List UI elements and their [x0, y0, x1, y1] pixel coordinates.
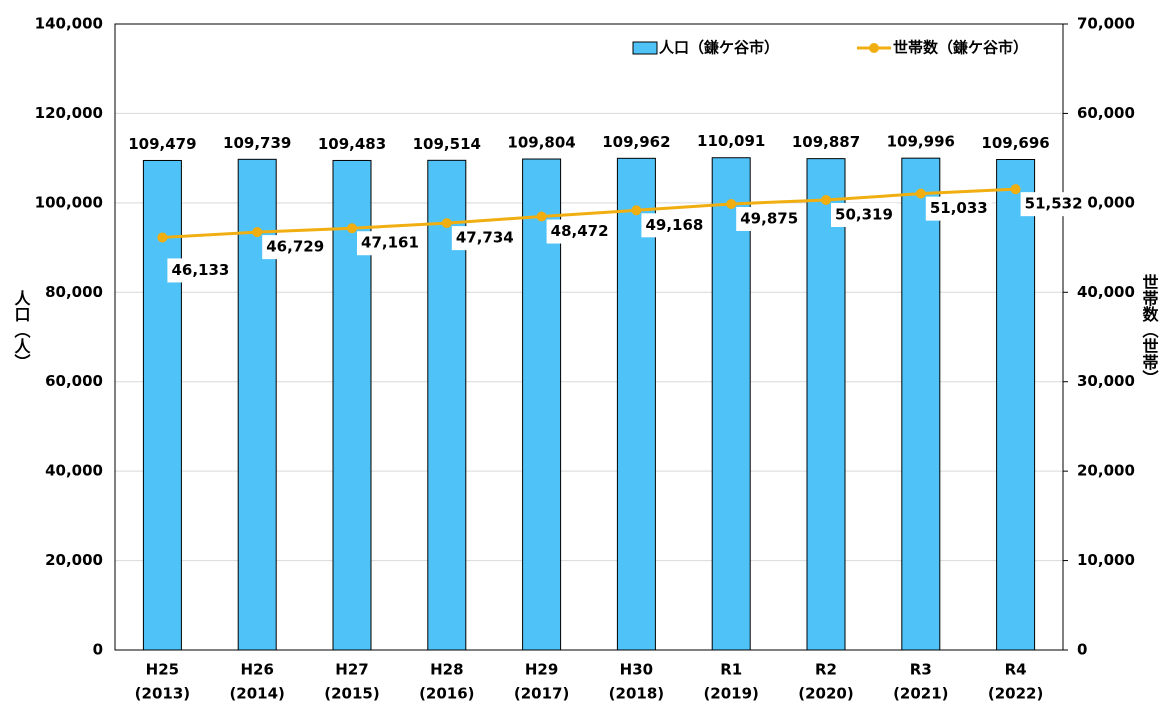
y2-tick-label: 50,000	[1077, 193, 1135, 211]
bar	[901, 157, 941, 651]
y2-axis-label: 世帯数（世帯）	[1140, 274, 1159, 386]
legend-label: 世帯数（鎌ケ谷市）	[893, 39, 1028, 57]
line-marker	[821, 195, 831, 206]
label-bg	[1020, 192, 1087, 217]
line-value-label: 46,133	[171, 261, 229, 279]
line-marker	[441, 218, 452, 229]
bar	[711, 157, 751, 651]
x-tick-label: (2022)	[988, 685, 1043, 703]
bar	[806, 158, 846, 651]
y-tick-label: 140,000	[35, 15, 103, 33]
bar-value-label: 109,483	[318, 135, 386, 153]
x-tick-label: H25	[146, 661, 179, 679]
y2-tick-label: 30,000	[1077, 372, 1135, 390]
line-marker	[726, 198, 737, 209]
label-bg	[167, 258, 234, 283]
y2-tick-label: 20,000	[1077, 462, 1135, 480]
legend-label: 人口（鎌ケ谷市）	[659, 39, 779, 57]
legend-marker	[869, 43, 879, 53]
x-tick-label: (2021)	[893, 685, 948, 703]
label-bg	[925, 196, 992, 221]
label-bg	[451, 226, 518, 251]
x-tick-label: R2	[815, 661, 837, 679]
line-marker	[252, 227, 263, 238]
bar-value-label: 109,696	[981, 134, 1049, 152]
y-tick-label: 60,000	[45, 372, 103, 390]
x-tick-label: (2015)	[324, 685, 379, 703]
y2-tick-label: 40,000	[1077, 283, 1135, 301]
x-tick-label: (2018)	[609, 685, 664, 703]
y-tick-label: 20,000	[45, 551, 103, 569]
line-value-label: 51,033	[930, 199, 988, 217]
bar-value-label: 109,962	[602, 133, 670, 151]
x-tick-label: H27	[335, 661, 368, 679]
bar-value-label: 109,739	[223, 134, 291, 152]
bar-value-label: 109,996	[887, 133, 955, 151]
label-bg	[357, 231, 423, 256]
label-bg	[641, 213, 708, 238]
y-tick-label: 120,000	[35, 104, 103, 122]
line-marker	[347, 223, 357, 234]
line-marker	[536, 211, 547, 222]
line-value-label: 47,161	[361, 234, 419, 252]
line-value-label: 48,472	[551, 222, 609, 240]
x-tick-label: (2013)	[135, 685, 190, 703]
legend-swatch	[632, 41, 658, 55]
line-value-label: 49,875	[740, 209, 798, 227]
x-tick-label: (2017)	[514, 685, 569, 703]
line-value-label: 46,729	[266, 238, 324, 256]
bar-value-label: 109,804	[507, 134, 575, 152]
x-tick-label: H30	[620, 661, 653, 679]
bar	[616, 157, 656, 651]
x-tick-label: (2016)	[419, 685, 474, 703]
y2-tick-label: 70,000	[1077, 15, 1135, 33]
label-bg	[546, 219, 613, 244]
bar-value-label: 109,479	[128, 135, 196, 153]
x-tick-label: H26	[240, 661, 273, 679]
bar-value-label: 109,514	[413, 135, 481, 153]
y2-tick-label: 10,000	[1077, 551, 1135, 569]
x-tick-label: R4	[1005, 661, 1027, 679]
bar-value-label: 110,091	[697, 132, 765, 150]
label-bg	[831, 203, 897, 228]
x-tick-label: H29	[525, 661, 558, 679]
x-tick-label: R1	[720, 661, 742, 679]
y-tick-label: 0	[93, 641, 103, 659]
bar-value-label: 109,887	[792, 133, 860, 151]
y-tick-label: 100,000	[35, 193, 103, 211]
label-bg	[262, 235, 329, 260]
x-tick-label: R3	[910, 661, 932, 679]
y-tick-label: 80,000	[45, 283, 103, 301]
x-tick-label: (2014)	[229, 685, 284, 703]
line	[162, 187, 1016, 239]
line-marker	[1010, 184, 1021, 195]
plot-frame	[114, 23, 1064, 651]
label-bg	[736, 206, 803, 231]
line-value-label: 51,532	[1025, 195, 1083, 213]
x-tick-label: H28	[430, 661, 463, 679]
line-value-label: 49,168	[645, 216, 703, 234]
line-value-label: 47,734	[456, 229, 514, 247]
line-marker	[157, 232, 168, 243]
line-marker	[915, 188, 926, 199]
line-marker	[631, 205, 642, 216]
y-tick-label: 40,000	[45, 462, 103, 480]
line-value-label: 50,319	[835, 206, 893, 224]
y-axis-label: 人口（人）	[12, 290, 31, 370]
bar	[996, 159, 1036, 651]
x-tick-label: (2019)	[703, 685, 758, 703]
y2-tick-label: 60,000	[1077, 104, 1135, 122]
x-tick-label: (2020)	[798, 685, 853, 703]
y2-tick-label: 0	[1077, 641, 1087, 659]
